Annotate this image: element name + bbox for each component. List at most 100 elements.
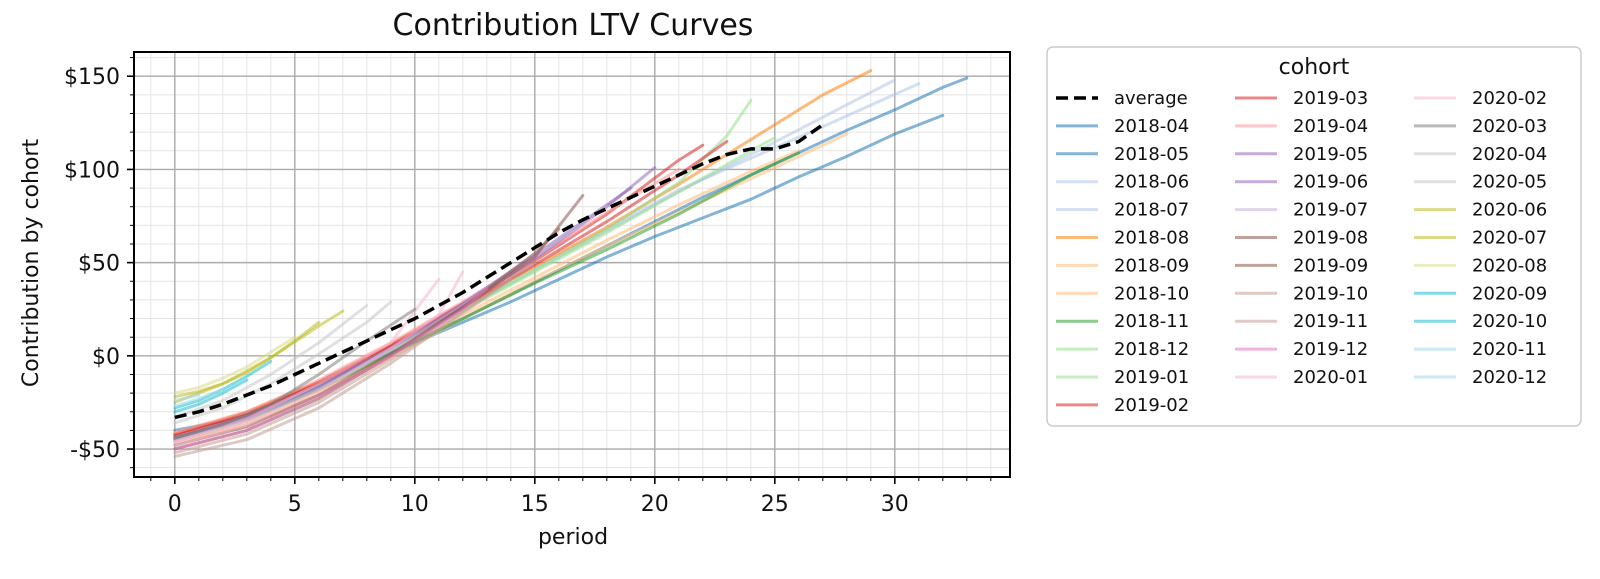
legend-label: 2018-04 xyxy=(1114,116,1189,137)
legend-item-average: average xyxy=(1056,88,1188,109)
tick-labels: 0 5 10 15 20 25 30 -$50 $0 $50 $100 $150 xyxy=(64,65,909,517)
minor-grid xyxy=(134,52,1010,477)
legend-item-2018-11: 2018-11 xyxy=(1056,311,1189,332)
legend-label: 2020-06 xyxy=(1472,200,1547,221)
legend-label: 2019-08 xyxy=(1293,228,1368,249)
series-line-2020-05 xyxy=(173,304,369,419)
legend-item-2018-10: 2018-10 xyxy=(1056,283,1189,304)
legend-item-2019-12: 2019-12 xyxy=(1235,339,1368,360)
legend-label: 2020-05 xyxy=(1472,172,1547,193)
legend-item-2019-02: 2019-02 xyxy=(1056,395,1189,416)
legend-item-2019-08: 2019-08 xyxy=(1235,228,1368,249)
legend-label: 2020-01 xyxy=(1293,367,1368,388)
legend-label: 2018-09 xyxy=(1114,255,1189,276)
y-tick-label: $0 xyxy=(92,345,120,370)
x-axis-label: period xyxy=(538,525,608,550)
x-tick-label: 30 xyxy=(881,492,909,517)
chart-title: Contribution LTV Curves xyxy=(393,8,754,43)
legend-item-2019-09: 2019-09 xyxy=(1235,255,1368,276)
legend-item-2020-04: 2020-04 xyxy=(1414,144,1547,165)
legend-item-2019-03: 2019-03 xyxy=(1235,88,1368,109)
legend-label: 2020-02 xyxy=(1472,88,1547,109)
legend-item-2019-10: 2019-10 xyxy=(1235,283,1368,304)
legend-label: 2020-10 xyxy=(1472,311,1547,332)
legend-label: 2019-11 xyxy=(1293,311,1368,332)
legend-title: cohort xyxy=(1279,55,1350,80)
legend-item-2019-01: 2019-01 xyxy=(1056,367,1189,388)
legend-label: 2019-04 xyxy=(1293,116,1368,137)
series-line-2020-12 xyxy=(173,393,201,403)
legend-label: 2020-08 xyxy=(1472,255,1547,276)
y-tick-label: $150 xyxy=(64,65,120,90)
legend-label: 2020-12 xyxy=(1472,367,1547,388)
legend-frame xyxy=(1046,46,1582,427)
legend-item-2020-05: 2020-05 xyxy=(1414,172,1547,193)
legend-item-2020-07: 2020-07 xyxy=(1414,228,1547,249)
legend-label: 2018-06 xyxy=(1114,172,1189,193)
legend-item-2020-02: 2020-02 xyxy=(1414,88,1547,109)
legend-label: 2018-11 xyxy=(1114,311,1189,332)
series-line-average xyxy=(174,123,824,420)
legend: cohort average 2018-04 2018-05 2018-06 2018-… xyxy=(1046,46,1582,427)
y-axis-label: Contribution by cohort xyxy=(19,139,44,388)
series-line-2019-11 xyxy=(173,277,513,458)
series-line-2020-07 xyxy=(173,320,321,399)
legend-label: 2019-06 xyxy=(1293,172,1368,193)
legend-label: 2018-07 xyxy=(1114,200,1189,221)
legend-label: 2018-05 xyxy=(1114,144,1189,165)
x-tick-label: 10 xyxy=(401,492,429,517)
legend-label: 2019-02 xyxy=(1114,395,1189,416)
series-line-2020-04 xyxy=(173,300,393,425)
legend-label: 2020-04 xyxy=(1472,144,1547,165)
legend-item-2018-07: 2018-07 xyxy=(1056,200,1189,221)
y-tick-label: -$50 xyxy=(70,438,120,463)
legend-label: 2019-07 xyxy=(1293,200,1368,221)
legend-item-2018-08: 2018-08 xyxy=(1056,228,1189,249)
x-tick-label: 20 xyxy=(641,492,669,517)
series-line-2020-08 xyxy=(173,335,297,395)
legend-label: average xyxy=(1114,88,1188,109)
legend-label: 2019-09 xyxy=(1293,255,1368,276)
series-line-2020-11 xyxy=(173,387,225,408)
series-line-2020-01 xyxy=(173,270,465,447)
legend-label: 2019-01 xyxy=(1114,367,1189,388)
x-tick-label: 15 xyxy=(521,492,549,517)
x-tick-label: 5 xyxy=(288,492,302,517)
series-layer xyxy=(173,69,969,458)
legend-item-2018-05: 2018-05 xyxy=(1056,144,1189,165)
legend-label: 2019-12 xyxy=(1293,339,1368,360)
legend-label: 2020-07 xyxy=(1472,228,1547,249)
legend-label: 2018-08 xyxy=(1114,228,1189,249)
legend-item-2020-11: 2020-11 xyxy=(1414,339,1547,360)
series-line-2020-10 xyxy=(173,378,249,414)
y-tick-label: $100 xyxy=(64,158,120,183)
series-line-2019-12 xyxy=(173,287,489,451)
legend-item-2020-12: 2020-12 xyxy=(1414,367,1547,388)
legend-item-2019-11: 2019-11 xyxy=(1235,311,1368,332)
legend-label: 2019-03 xyxy=(1293,88,1368,109)
legend-item-2019-06: 2019-06 xyxy=(1235,172,1368,193)
legend-item-2020-01: 2020-01 xyxy=(1235,367,1368,388)
legend-item-2020-08: 2020-08 xyxy=(1414,255,1547,276)
legend-item-2019-07: 2019-07 xyxy=(1235,200,1368,221)
axes xyxy=(127,51,1011,484)
legend-item-2019-04: 2019-04 xyxy=(1235,116,1368,137)
legend-label: 2019-10 xyxy=(1293,283,1368,304)
legend-item-2018-09: 2018-09 xyxy=(1056,255,1189,276)
legend-item-2020-03: 2020-03 xyxy=(1414,116,1547,137)
legend-label: 2020-11 xyxy=(1472,339,1547,360)
legend-label: 2019-05 xyxy=(1293,144,1368,165)
series-line-2020-02 xyxy=(173,277,441,444)
x-tick-label: 25 xyxy=(761,492,789,517)
legend-item-2018-12: 2018-12 xyxy=(1056,339,1189,360)
legend-item-2019-05: 2019-05 xyxy=(1235,144,1368,165)
legend-item-2020-09: 2020-09 xyxy=(1414,283,1547,304)
legend-item-2020-10: 2020-10 xyxy=(1414,311,1547,332)
legend-item-2018-04: 2018-04 xyxy=(1056,116,1189,137)
legend-label: 2018-12 xyxy=(1114,339,1189,360)
legend-label: 2020-09 xyxy=(1472,283,1547,304)
legend-label: 2018-10 xyxy=(1114,283,1189,304)
legend-item-2020-06: 2020-06 xyxy=(1414,200,1547,221)
plot-frame xyxy=(133,51,1011,478)
